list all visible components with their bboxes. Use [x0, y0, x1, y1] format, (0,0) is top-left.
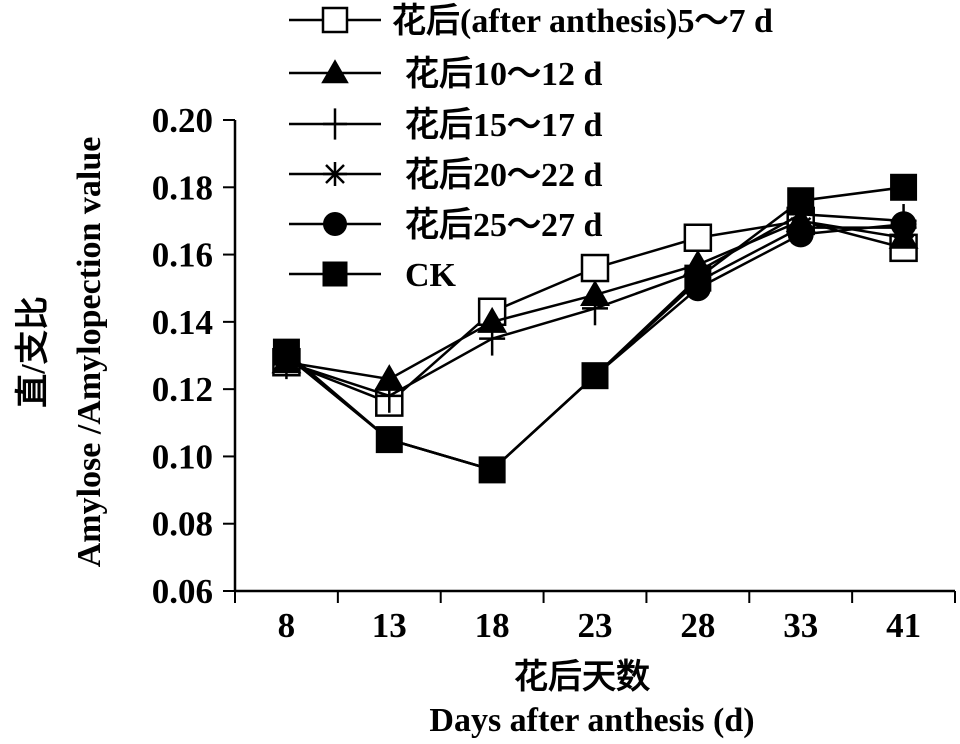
marker-filled-square: [787, 187, 815, 215]
y-tick-label: 0.20: [152, 101, 213, 140]
y-tick-label: 0.10: [152, 437, 213, 476]
legend: 花后(after anthesis)5～7 d 花后10～12 d 花后15～17 …: [289, 2, 773, 294]
legend-item-2: 花后10～12 d: [289, 55, 602, 93]
x-tick-label: 23: [578, 606, 613, 645]
legend-item-4: 花后20～22 d: [289, 156, 602, 194]
marker-plus: [582, 291, 608, 326]
marker-filled-square: [684, 264, 712, 292]
marker-plus: [376, 378, 403, 413]
x-axis-title-cn: 花后天数: [514, 658, 650, 696]
marker-filled-circle: [787, 221, 814, 248]
y-axis-title-en: Amylose /Amylopection value: [71, 137, 108, 568]
marker-filled-square: [322, 261, 348, 287]
x-tick-label: 13: [372, 606, 407, 645]
axes: 0.06 0.08 0.10 0.12 0.14 0.16 0.18 0.20 8 13 18 23 2…: [152, 101, 956, 645]
marker-filled-square: [272, 338, 300, 366]
y-tick-label: 0.16: [152, 236, 213, 275]
marker-open-square: [580, 253, 610, 283]
series-6: [272, 173, 918, 484]
legend-label: 花后10～12 d: [405, 55, 602, 93]
y-axis-title-cn: 直/支比: [14, 296, 52, 407]
series-5: [273, 211, 917, 483]
x-tick-label: 41: [886, 606, 921, 645]
legend-item-1: 花后(after anthesis)5～7 d: [289, 2, 773, 40]
marker-open-square: [683, 223, 713, 252]
x-tick-label: 8: [278, 606, 296, 645]
x-tick-label: 18: [475, 606, 510, 645]
marker-filled-square: [478, 456, 506, 484]
y-tick-label: 0.06: [152, 572, 213, 611]
marker-filled-square: [581, 362, 609, 390]
marker-filled-triangle: [374, 364, 405, 391]
legend-label: 花后25～27 d: [405, 206, 602, 244]
legend-item-6: CK: [289, 257, 457, 294]
legend-item-3: 花后15～17 d: [289, 106, 602, 144]
marker-plus: [323, 108, 347, 140]
marker-filled-square: [890, 173, 918, 201]
marker-filled-circle: [890, 211, 917, 238]
marker-asterisk: [323, 162, 347, 186]
y-tick-label: 0.12: [152, 370, 213, 409]
legend-label: 花后15～17 d: [405, 106, 602, 144]
y-tick-label: 0.08: [152, 505, 213, 544]
x-tick-label: 28: [680, 606, 715, 645]
legend-label: 花后(after anthesis)5～7 d: [392, 2, 773, 40]
x-axis-title-en: Days after anthesis (d): [429, 702, 754, 739]
marker-filled-triangle: [321, 59, 349, 84]
y-tick-label: 0.14: [152, 303, 213, 342]
marker-filled-square: [375, 426, 403, 454]
y-tick-label: 0.18: [152, 168, 213, 207]
legend-label: 花后20～22 d: [405, 156, 602, 194]
marker-filled-circle: [323, 212, 347, 236]
marker-plus: [479, 321, 506, 356]
marker-open-square: [321, 6, 349, 34]
legend-item-5: 花后25～27 d: [289, 206, 602, 244]
legend-label: CK: [405, 257, 457, 294]
x-tick-label: 33: [783, 606, 818, 645]
marker-filled-triangle: [477, 306, 508, 333]
series-group: [271, 173, 919, 484]
